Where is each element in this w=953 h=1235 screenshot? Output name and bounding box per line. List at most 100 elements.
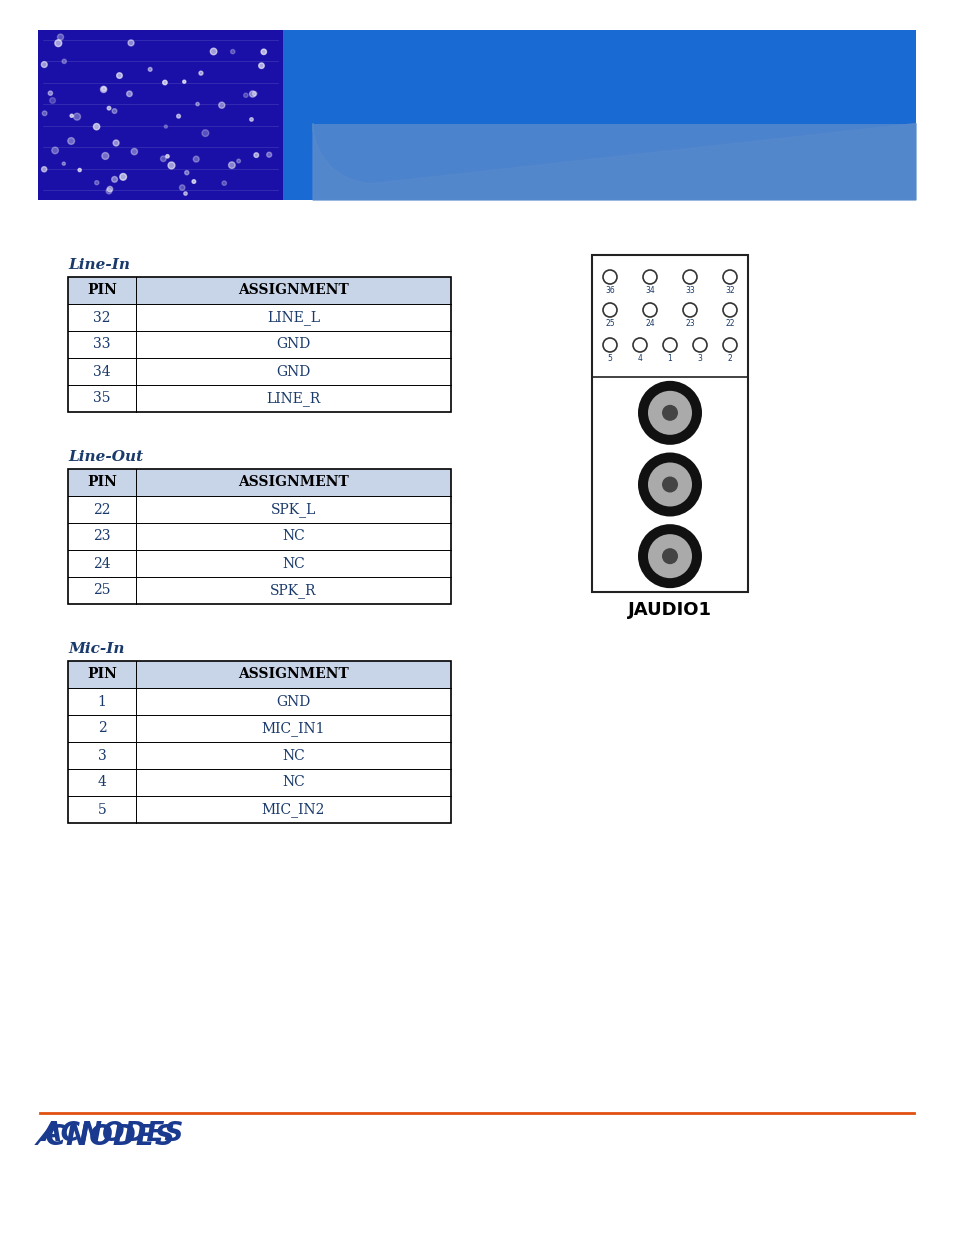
Circle shape — [722, 270, 737, 284]
Circle shape — [199, 72, 203, 75]
Circle shape — [692, 338, 706, 352]
Circle shape — [662, 338, 677, 352]
Text: 23: 23 — [684, 319, 694, 329]
Circle shape — [261, 49, 266, 54]
Text: GND: GND — [276, 694, 311, 709]
Text: 5: 5 — [607, 354, 612, 363]
Bar — [38, 30, 915, 200]
Circle shape — [722, 338, 737, 352]
Bar — [68, 469, 451, 496]
Text: 1: 1 — [667, 354, 672, 363]
Circle shape — [236, 159, 240, 163]
Circle shape — [222, 182, 226, 185]
Circle shape — [116, 73, 122, 78]
Circle shape — [127, 91, 132, 96]
Circle shape — [202, 130, 209, 137]
Circle shape — [602, 303, 617, 317]
Circle shape — [68, 137, 74, 144]
Text: 25: 25 — [93, 583, 111, 598]
Circle shape — [176, 115, 180, 119]
Text: 32: 32 — [724, 287, 734, 295]
Circle shape — [250, 91, 255, 98]
Circle shape — [253, 91, 256, 96]
Circle shape — [647, 535, 691, 578]
Circle shape — [602, 270, 617, 284]
Bar — [68, 304, 451, 331]
Bar — [68, 715, 451, 742]
Text: 34: 34 — [93, 364, 111, 378]
Circle shape — [132, 148, 137, 154]
Circle shape — [94, 180, 99, 185]
Circle shape — [258, 63, 264, 68]
Circle shape — [163, 80, 167, 85]
Bar — [68, 331, 451, 358]
Circle shape — [120, 173, 127, 180]
Text: 3: 3 — [697, 354, 701, 363]
Bar — [68, 358, 451, 385]
Bar — [68, 742, 451, 769]
Circle shape — [638, 380, 701, 445]
Circle shape — [113, 140, 119, 146]
Circle shape — [661, 405, 678, 421]
Circle shape — [42, 167, 47, 172]
Text: ACNODES: ACNODES — [42, 1121, 184, 1147]
Circle shape — [107, 106, 111, 110]
Circle shape — [73, 114, 80, 120]
Circle shape — [128, 40, 133, 46]
Text: NC: NC — [282, 557, 305, 571]
Text: ⁄CNODES: ⁄CNODES — [42, 1123, 175, 1151]
Circle shape — [57, 35, 64, 41]
Circle shape — [267, 152, 272, 157]
Circle shape — [148, 68, 152, 72]
Text: ASSIGNMENT: ASSIGNMENT — [238, 284, 349, 298]
Bar — [68, 277, 451, 304]
Text: ASSIGNMENT: ASSIGNMENT — [238, 475, 349, 489]
Text: MIC_IN1: MIC_IN1 — [261, 721, 325, 736]
Circle shape — [70, 114, 73, 117]
Circle shape — [62, 59, 67, 63]
Bar — [68, 577, 451, 604]
Text: MIC_IN2: MIC_IN2 — [261, 802, 325, 816]
Circle shape — [722, 303, 737, 317]
Text: NC: NC — [282, 748, 305, 762]
Circle shape — [231, 49, 234, 54]
Circle shape — [661, 548, 678, 564]
Circle shape — [164, 125, 167, 128]
Text: LINE_L: LINE_L — [267, 310, 319, 325]
Circle shape — [102, 152, 109, 159]
Circle shape — [602, 338, 617, 352]
Text: 25: 25 — [604, 319, 614, 329]
Circle shape — [42, 111, 47, 116]
Circle shape — [682, 270, 697, 284]
Circle shape — [168, 162, 174, 169]
Circle shape — [93, 124, 100, 130]
Text: 34: 34 — [644, 287, 654, 295]
Text: GND: GND — [276, 364, 311, 378]
Text: 4: 4 — [97, 776, 107, 789]
Text: 22: 22 — [724, 319, 734, 329]
Circle shape — [166, 154, 169, 158]
Text: 36: 36 — [604, 287, 615, 295]
Polygon shape — [313, 124, 915, 200]
Circle shape — [192, 180, 195, 183]
Text: GND: GND — [276, 337, 311, 352]
Text: NC: NC — [282, 776, 305, 789]
Circle shape — [642, 270, 657, 284]
Bar — [592, 254, 747, 592]
Circle shape — [78, 168, 81, 172]
Text: PIN: PIN — [87, 284, 117, 298]
Bar — [68, 769, 451, 797]
Text: 23: 23 — [93, 530, 111, 543]
Bar — [68, 797, 451, 823]
Text: SPK_L: SPK_L — [271, 503, 315, 517]
Circle shape — [185, 170, 189, 175]
Text: Line-Out: Line-Out — [68, 451, 143, 464]
Bar — [313, 124, 915, 200]
Circle shape — [179, 185, 185, 190]
Bar — [68, 496, 451, 522]
Text: 24: 24 — [93, 557, 111, 571]
Text: 2: 2 — [727, 354, 732, 363]
Circle shape — [633, 338, 646, 352]
Circle shape — [62, 162, 66, 165]
Circle shape — [193, 156, 199, 162]
